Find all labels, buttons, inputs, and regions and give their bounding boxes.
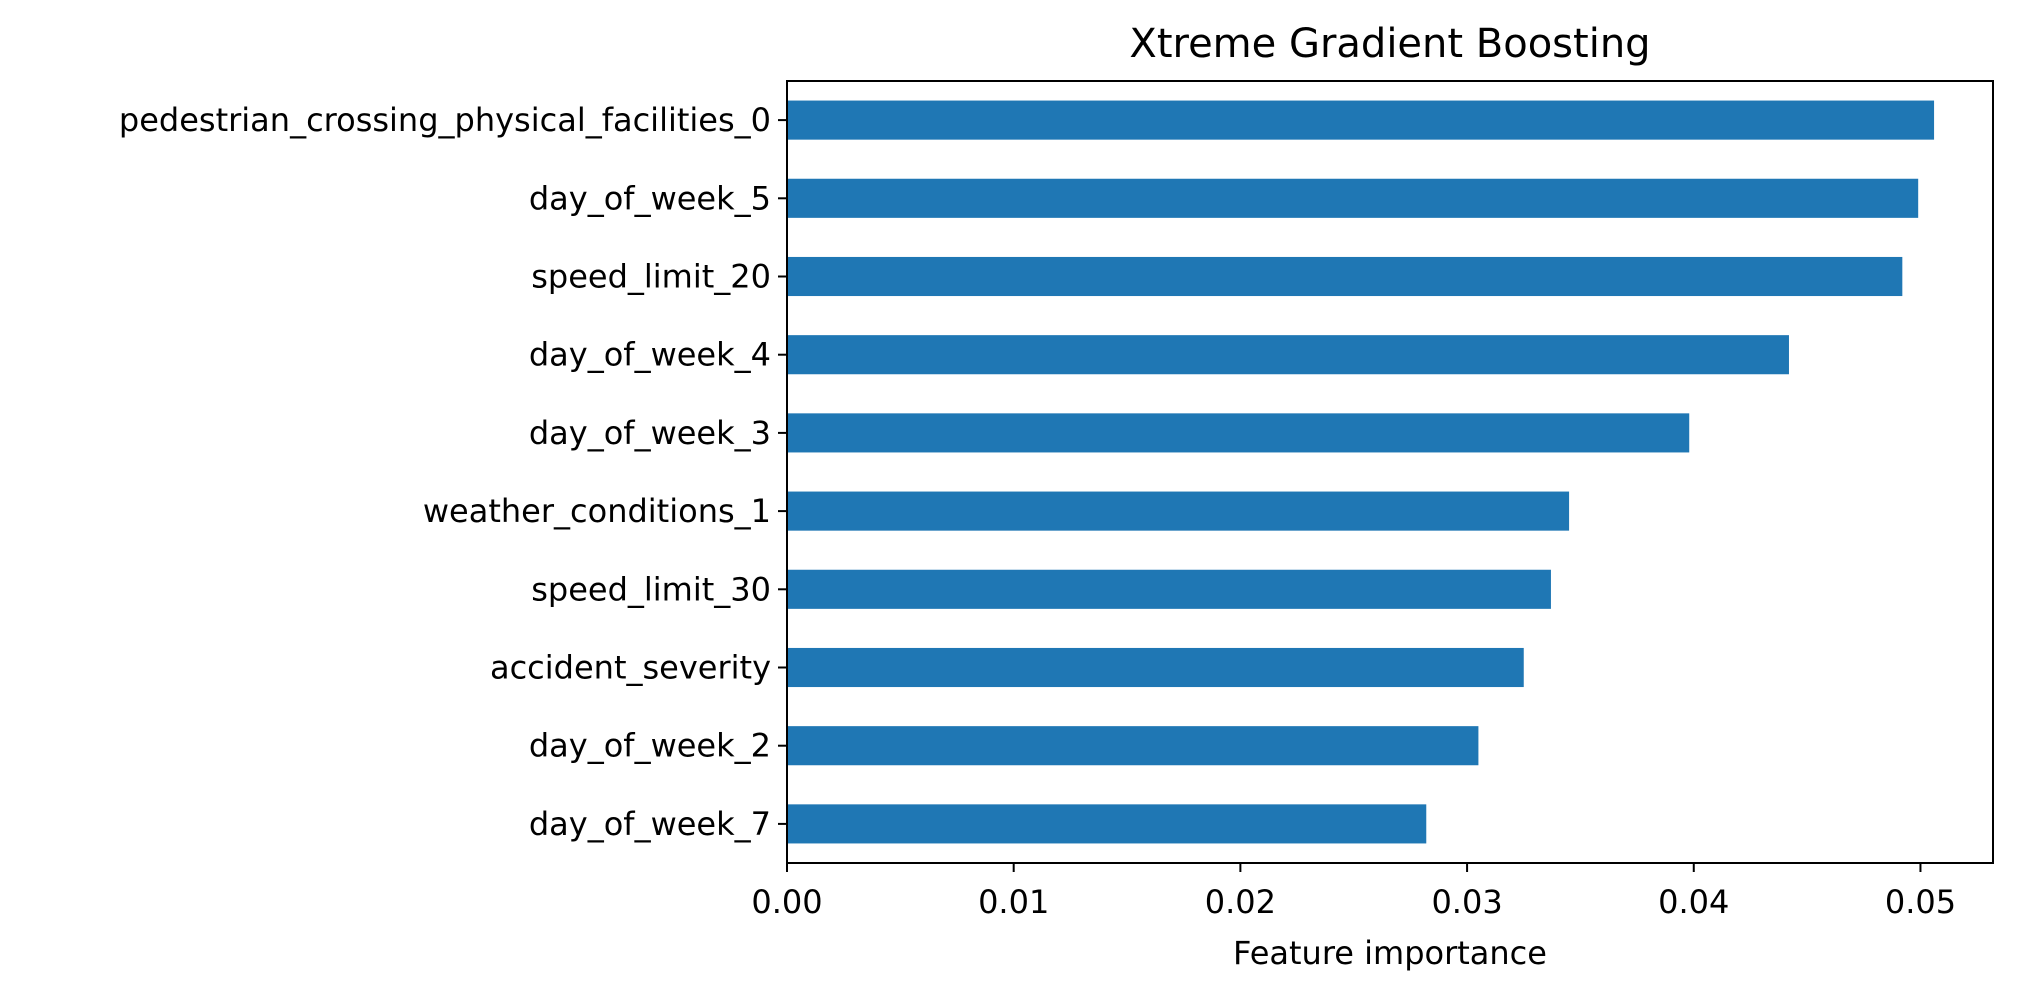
axes-frame [786,80,1994,864]
y-tick-labels: pedestrian_crossing_physical_facilities_… [119,101,787,843]
bar-day_of_week_3 [787,413,1690,453]
x-tick-label: 0.03 [1431,883,1502,921]
x-tick-label: 0.02 [1205,883,1276,921]
y-tick-label: weather_conditions_1 [423,492,771,530]
bar-day_of_week_5 [787,178,1919,218]
bar-day_of_week_7 [787,804,1427,844]
x-tick-label: 0.00 [751,883,822,921]
bar-speed_limit_30 [787,569,1551,609]
bar-pedestrian_crossing_physical_facilities_0 [787,100,1935,140]
y-tick-label: day_of_week_7 [529,805,771,843]
bar-day_of_week_4 [787,335,1789,375]
bar-accident_severity [787,647,1524,688]
bar-speed_limit_20 [787,256,1903,297]
y-tick-label: day_of_week_5 [529,179,771,217]
x-axis-label: Feature importance [1233,934,1547,972]
bar-day_of_week_2 [787,726,1479,766]
y-tick-label: speed_limit_20 [531,258,771,296]
y-tick-label: speed_limit_30 [531,570,771,608]
bars-group [787,100,1935,844]
y-tick-label: pedestrian_crossing_physical_facilities_… [119,101,771,139]
y-tick-label: accident_severity [490,649,771,687]
y-tick-label: day_of_week_2 [529,727,771,765]
x-tick-label: 0.01 [978,883,1049,921]
y-tick-label: day_of_week_4 [529,336,771,374]
x-tick-label: 0.05 [1885,883,1956,921]
bar-weather_conditions_1 [787,491,1570,531]
chart-title: Xtreme Gradient Boosting [1129,21,1650,67]
y-tick-label: day_of_week_3 [529,414,771,452]
x-tick-label: 0.04 [1658,883,1729,921]
x-axis-ticks: 0.00 0.01 0.02 0.03 0.04 0.05 [751,863,1956,921]
